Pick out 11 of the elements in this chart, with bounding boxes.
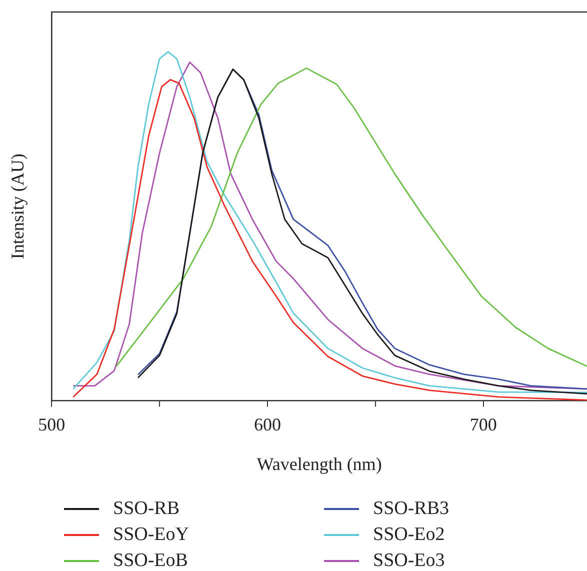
legend-label: SSO-EoB [113,550,188,571]
x-axis-title: Wavelength (nm) [256,454,382,474]
y-axis-title: Intensity (AU) [8,154,28,260]
legend-label: SSO-Eo2 [373,524,445,546]
x-tick-label: 600 [254,414,281,434]
x-tick-label: 500 [38,414,66,434]
legend-label: SSO-Eo3 [373,550,445,571]
x-tick-label: 700 [470,414,497,434]
legend-label: SSO-RB [113,498,180,520]
legend-label: SSO-EoY [113,524,190,546]
legend-label: SSO-RB3 [373,498,450,520]
